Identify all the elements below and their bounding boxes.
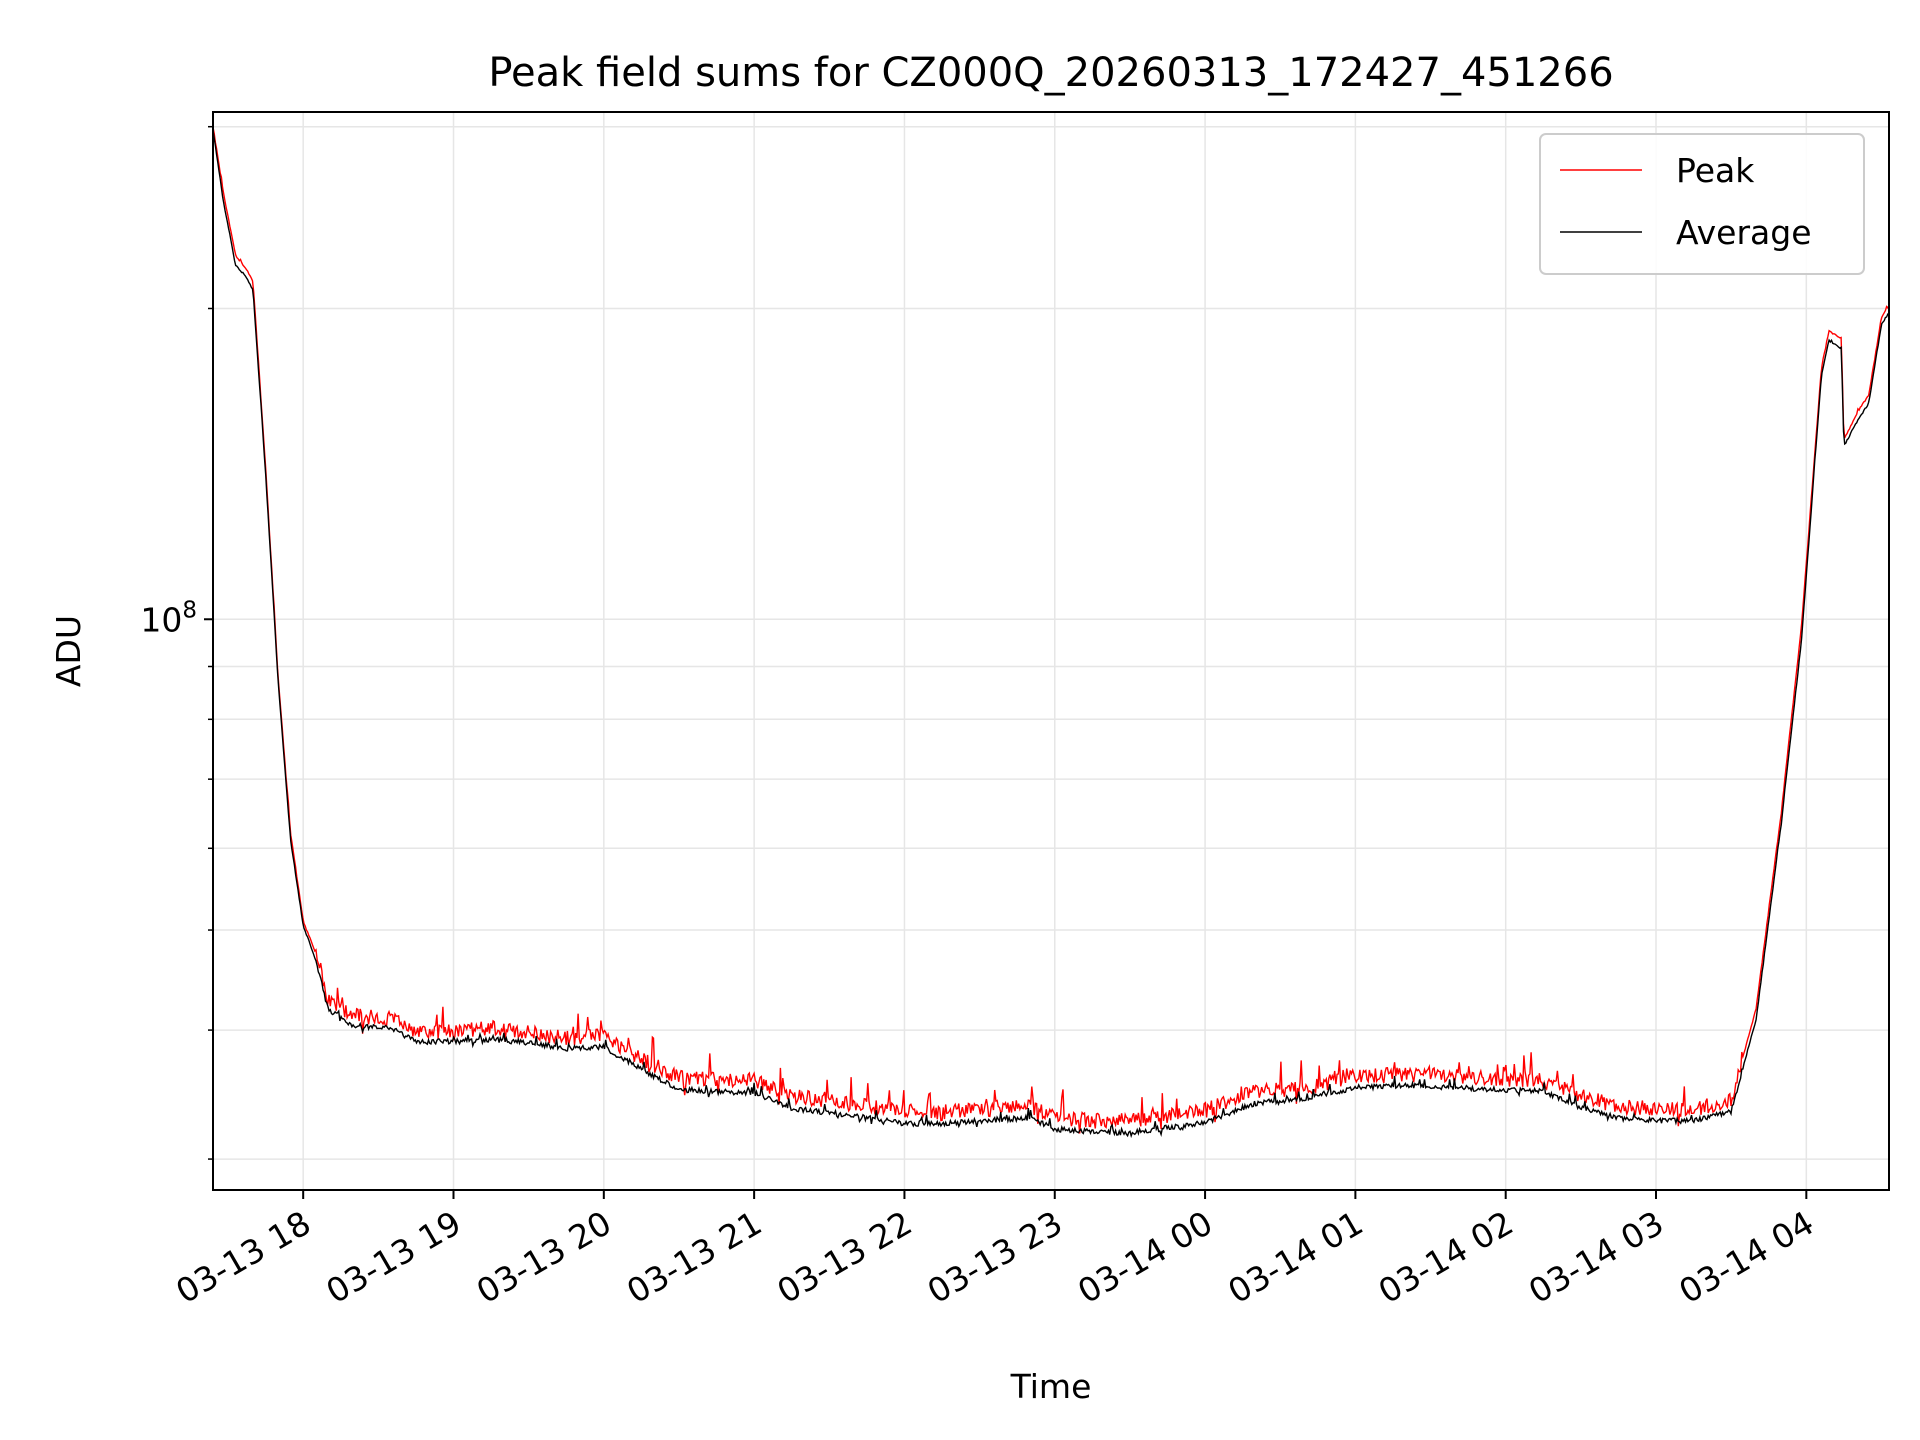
legend-label-peak: Peak <box>1676 151 1755 190</box>
x-axis-title: Time <box>1010 1367 1092 1406</box>
series-lines <box>212 127 1890 1139</box>
y-axis-title: ADU <box>49 615 88 687</box>
series-line-average <box>212 130 1890 1139</box>
chart-title: Peak field sums for CZ000Q_20260313_1724… <box>488 50 1613 96</box>
y-tick-label: 108 <box>140 597 197 639</box>
grid-lines <box>213 112 1889 1190</box>
legend-box <box>1539 133 1865 275</box>
legend: Peak Average <box>1539 133 1865 275</box>
series-line-peak <box>212 127 1890 1134</box>
plot-frame <box>212 111 1890 1191</box>
legend-label-average: Average <box>1676 213 1812 252</box>
